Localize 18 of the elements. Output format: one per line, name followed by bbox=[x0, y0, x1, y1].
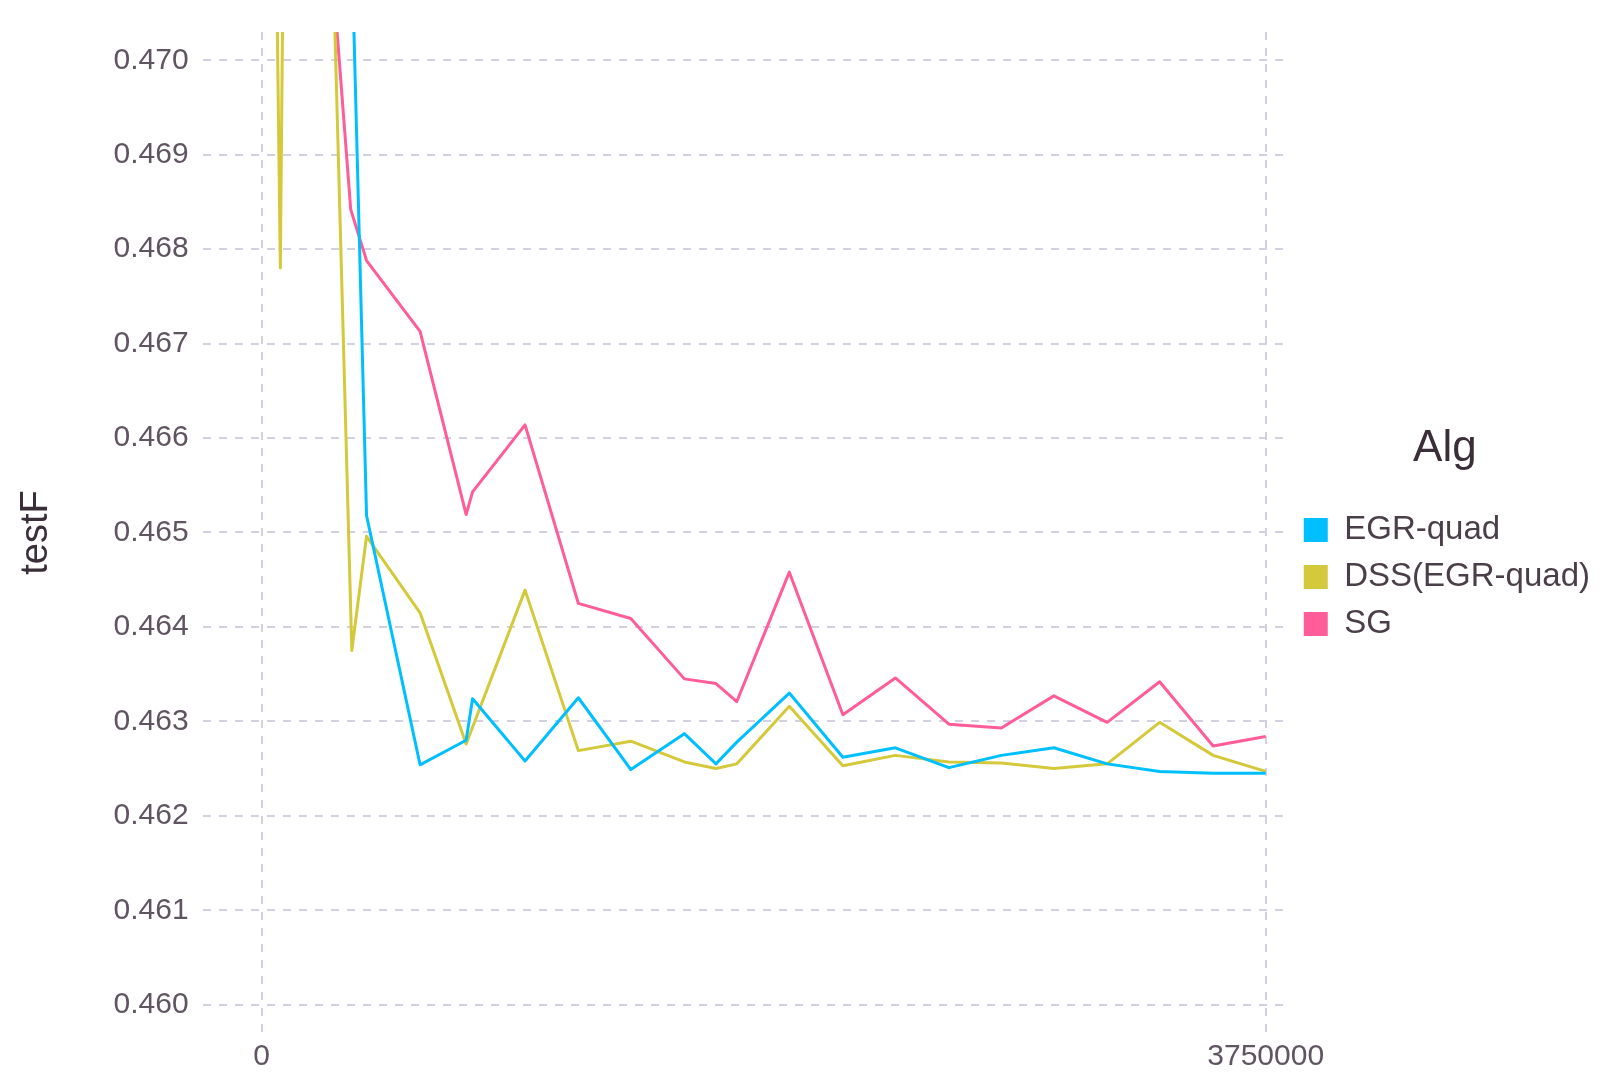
y-tick-label: 0.460 bbox=[113, 985, 189, 1019]
x-tick-label: 3750000 bbox=[1207, 1038, 1325, 1072]
legend-label: SG bbox=[1344, 602, 1392, 640]
y-tick-label: 0.469 bbox=[113, 136, 189, 170]
legend-title: Alg bbox=[1413, 420, 1477, 470]
y-tick-label: 0.467 bbox=[113, 324, 189, 358]
y-tick-label: 0.461 bbox=[113, 891, 189, 925]
x-tick-label: 0 bbox=[253, 1038, 270, 1072]
y-axis-title: testF bbox=[13, 490, 56, 575]
legend-label: DSS(EGR-quad) bbox=[1344, 555, 1591, 593]
y-tick-label: 0.470 bbox=[113, 41, 189, 75]
y-tick-label: 0.466 bbox=[113, 419, 189, 453]
y-tick-label: 0.462 bbox=[113, 797, 189, 831]
y-tick-label: 0.468 bbox=[113, 230, 189, 264]
y-tick-label: 0.464 bbox=[113, 608, 189, 642]
y-tick-label: 0.465 bbox=[113, 513, 189, 547]
legend-label: EGR-quad bbox=[1344, 508, 1501, 546]
y-tick-label: 0.463 bbox=[113, 702, 189, 736]
